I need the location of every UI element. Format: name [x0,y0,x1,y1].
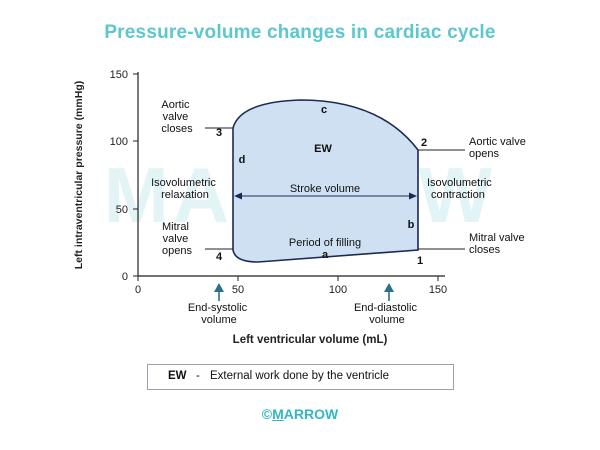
annotation-line: opens [469,148,499,160]
stroke-volume-label: Stroke volume [290,183,360,195]
annotation-line: Isovolumetric [427,177,492,189]
end-diastolic-volume-label: End-diastolic volume [354,302,420,326]
point-3-label: 3 [216,127,222,139]
arrowhead-left [234,192,242,200]
point-4-label: 4 [216,251,223,263]
aortic-valve-closes-label: Aortic valve closes [161,99,193,135]
annotation-line: valve [163,111,189,123]
segment-b-label: b [408,219,415,231]
legend-description: External work done by the ventricle [210,370,389,382]
annotation-line: End-diastolic [354,302,417,314]
y-axis-title: Left intraventricular pressure (mmHg) [73,81,85,269]
annotation-line: opens [162,245,192,257]
annotation-line: Aortic [161,99,190,111]
x-tick-label: 150 [429,284,447,296]
page-title: Pressure-volume changes in cardiac cycle [104,22,496,43]
y-tick-label: 100 [110,136,128,148]
segment-d-label: d [239,154,246,166]
annotation-line: relaxation [161,189,209,201]
end-systolic-arrowhead [214,283,224,292]
period-of-filling-label: Period of filling [289,237,361,249]
annotation-line: Isovolumetric [151,177,216,189]
annotation-line: volume [369,314,404,326]
legend-box: EW - External work done by the ventricle [147,364,454,390]
mitral-valve-opens-label: Mitral valve opens [162,221,192,257]
annotation-line: closes [469,244,501,256]
copyright-symbol: © [261,406,273,422]
aortic-valve-opens-label: Aortic valve opens [469,136,529,160]
isovolumetric-relaxation-label: Isovolumetric relaxation [151,177,219,201]
annotation-line: Aortic valve [469,136,526,148]
y-tick-label: 50 [116,204,128,216]
ew-label: EW [314,143,332,155]
brand-first-letter: M [272,406,284,422]
arrowhead-right [409,192,417,200]
x-tick-label: 100 [329,284,347,296]
point-1-label: 1 [417,255,423,267]
y-tick-label: 0 [122,271,128,283]
segment-a-label: a [322,249,329,261]
legend-separator: - [196,370,200,382]
legend-key: EW [168,370,187,382]
x-axis-title: Left ventricular volume (mL) [233,334,388,346]
segment-c-label: c [321,104,327,116]
x-tick-label: 50 [232,284,244,296]
y-tick-label: 150 [110,69,128,81]
end-diastolic-arrowhead [384,283,394,292]
annotation-line: valve [163,233,189,245]
point-2-label: 2 [421,137,427,149]
mitral-valve-closes-label: Mitral valve closes [469,232,528,256]
annotation-line: Mitral [162,221,189,233]
isovolumetric-contraction-label: Isovolumetric contraction [427,177,495,201]
x-tick-label: 0 [135,284,141,296]
brand-rest: ARROW [283,406,339,422]
end-systolic-volume-label: End-systolic volume [188,302,250,326]
annotation-line: contraction [431,189,485,201]
annotation-line: closes [161,123,193,135]
annotation-line: Mitral valve [469,232,525,244]
pv-loop [232,99,419,263]
annotation-line: volume [201,314,236,326]
annotation-line: End-systolic [188,302,248,314]
footer-brand: ©MARROW [0,406,600,422]
